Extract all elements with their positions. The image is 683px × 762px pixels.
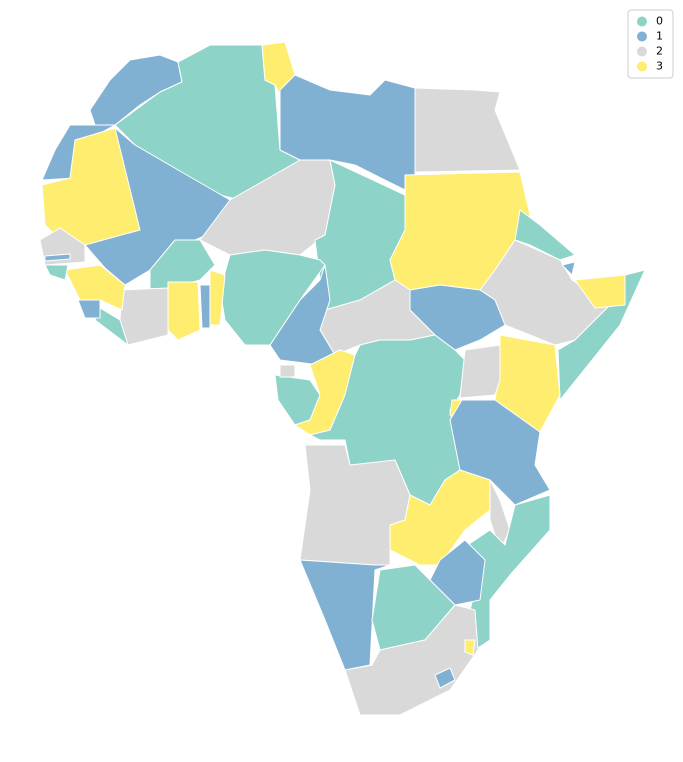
region: [389, 469, 491, 566]
region: [574, 274, 626, 309]
regions: [39, 41, 646, 716]
legend: 0 1 2 3: [627, 9, 674, 79]
region: [449, 399, 551, 506]
region: [77, 299, 101, 319]
region: [199, 159, 336, 256]
legend-marker: [637, 46, 647, 57]
legend-label: 3: [656, 60, 663, 73]
legend-box: [627, 9, 674, 79]
legend-label: 1: [656, 30, 663, 43]
region: [219, 249, 326, 346]
region: [44, 264, 69, 281]
region: [434, 667, 456, 689]
region: [269, 264, 336, 366]
region: [279, 364, 296, 378]
region: [459, 344, 501, 399]
region: [119, 287, 169, 346]
region: [209, 269, 226, 326]
legend-marker: [637, 61, 647, 72]
legend-label: 2: [656, 45, 663, 58]
region: [489, 479, 511, 551]
region: [344, 604, 479, 716]
legend-label: 0: [656, 15, 663, 28]
region: [44, 253, 71, 262]
region: [414, 87, 521, 173]
legend-marker: [637, 31, 647, 42]
region: [199, 284, 211, 329]
region: [464, 639, 476, 656]
region: [167, 281, 201, 341]
legend-marker: [637, 16, 647, 27]
region: [561, 261, 576, 276]
region: [479, 239, 611, 346]
